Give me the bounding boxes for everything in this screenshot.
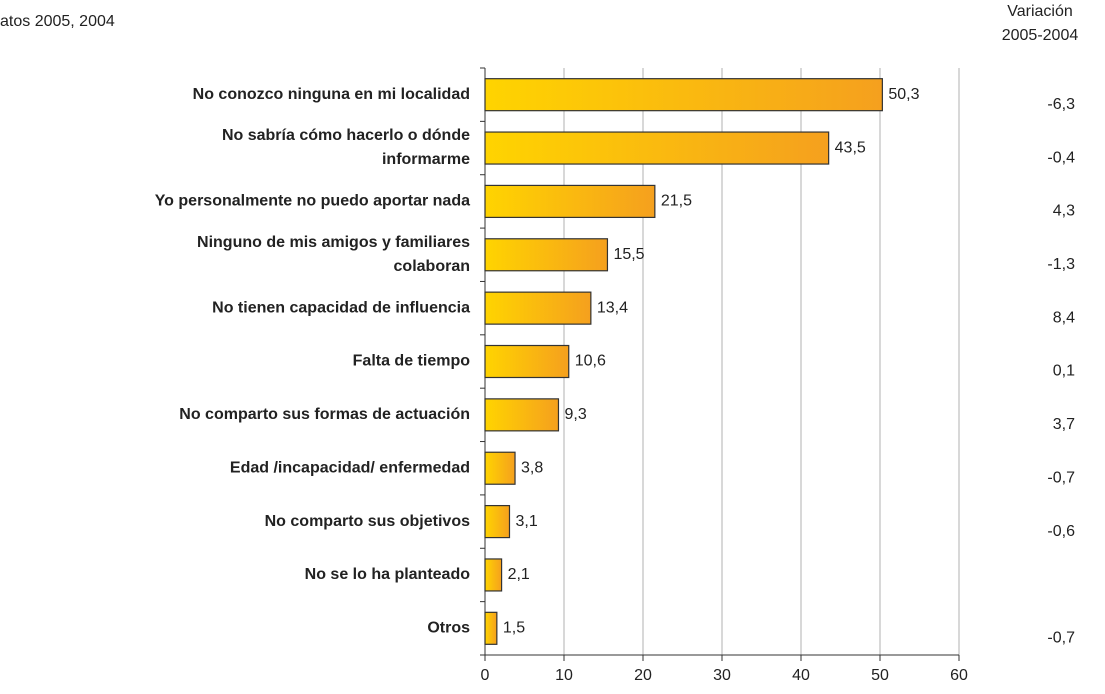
- bar: [484, 398, 560, 432]
- bar: [484, 238, 609, 272]
- chart-subtitle: atos 2005, 2004: [0, 13, 115, 30]
- variation-label: -0,7: [1047, 469, 1075, 486]
- category-label: No se lo ha planteado: [305, 566, 471, 583]
- x-tick-label: 30: [713, 667, 731, 684]
- bar: [484, 184, 656, 219]
- category-label: No comparto sus formas de actuación: [179, 406, 470, 423]
- variation-label: -0,4: [1047, 149, 1075, 166]
- variation-label: 8,4: [1053, 309, 1075, 326]
- bar: [484, 451, 516, 485]
- x-tick-label: 40: [792, 667, 810, 684]
- variation-title: Variación 2005-2004: [1002, 3, 1079, 44]
- value-label: 15,5: [613, 246, 644, 263]
- category-label: No conozco ninguna en mi localidad: [193, 86, 470, 103]
- value-label: 10,6: [575, 353, 606, 370]
- bar: [484, 291, 592, 325]
- bar: [484, 558, 503, 592]
- category-label: Ninguno de mis amigos y familiares colabo…: [197, 234, 470, 275]
- category-label: Yo personalmente no puedo aportar nada: [155, 193, 470, 210]
- category-label: Falta de tiempo: [353, 353, 471, 370]
- value-label: 2,1: [508, 566, 530, 583]
- x-tick-label: 10: [555, 667, 573, 684]
- category-label: Edad /incapacidad/ enfermedad: [230, 459, 470, 476]
- x-tick-label: 60: [950, 667, 968, 684]
- value-label: 50,3: [888, 86, 919, 103]
- variation-label: 3,7: [1053, 416, 1075, 433]
- x-tick-label: 0: [481, 667, 490, 684]
- value-label: 13,4: [597, 299, 628, 316]
- bar: [484, 504, 511, 539]
- variation-label: -1,3: [1047, 256, 1075, 273]
- x-tick-label: 20: [634, 667, 652, 684]
- bar: [484, 611, 498, 645]
- value-label: 3,1: [515, 513, 537, 530]
- variation-label: -0,6: [1047, 523, 1075, 540]
- value-label: 1,5: [503, 620, 525, 637]
- variation-label: 0,1: [1053, 363, 1075, 380]
- value-label: 3,8: [521, 459, 543, 476]
- category-label: No comparto sus objetivos: [265, 513, 470, 530]
- bar: [484, 78, 883, 112]
- value-label: 21,5: [661, 193, 692, 210]
- category-label: Otros: [427, 620, 470, 637]
- bar: [484, 344, 570, 379]
- variation-label: -0,7: [1047, 630, 1075, 647]
- variation-label: -6,3: [1047, 96, 1075, 113]
- category-label: No tienen capacidad de influencia: [212, 299, 470, 316]
- value-label: 43,5: [835, 139, 866, 156]
- bar: [484, 131, 830, 165]
- variation-label: 4,3: [1053, 203, 1075, 220]
- category-label: No sabría cómo hacerlo o dónde informarme: [222, 127, 470, 168]
- value-label: 9,3: [564, 406, 586, 423]
- x-tick-label: 50: [871, 667, 889, 684]
